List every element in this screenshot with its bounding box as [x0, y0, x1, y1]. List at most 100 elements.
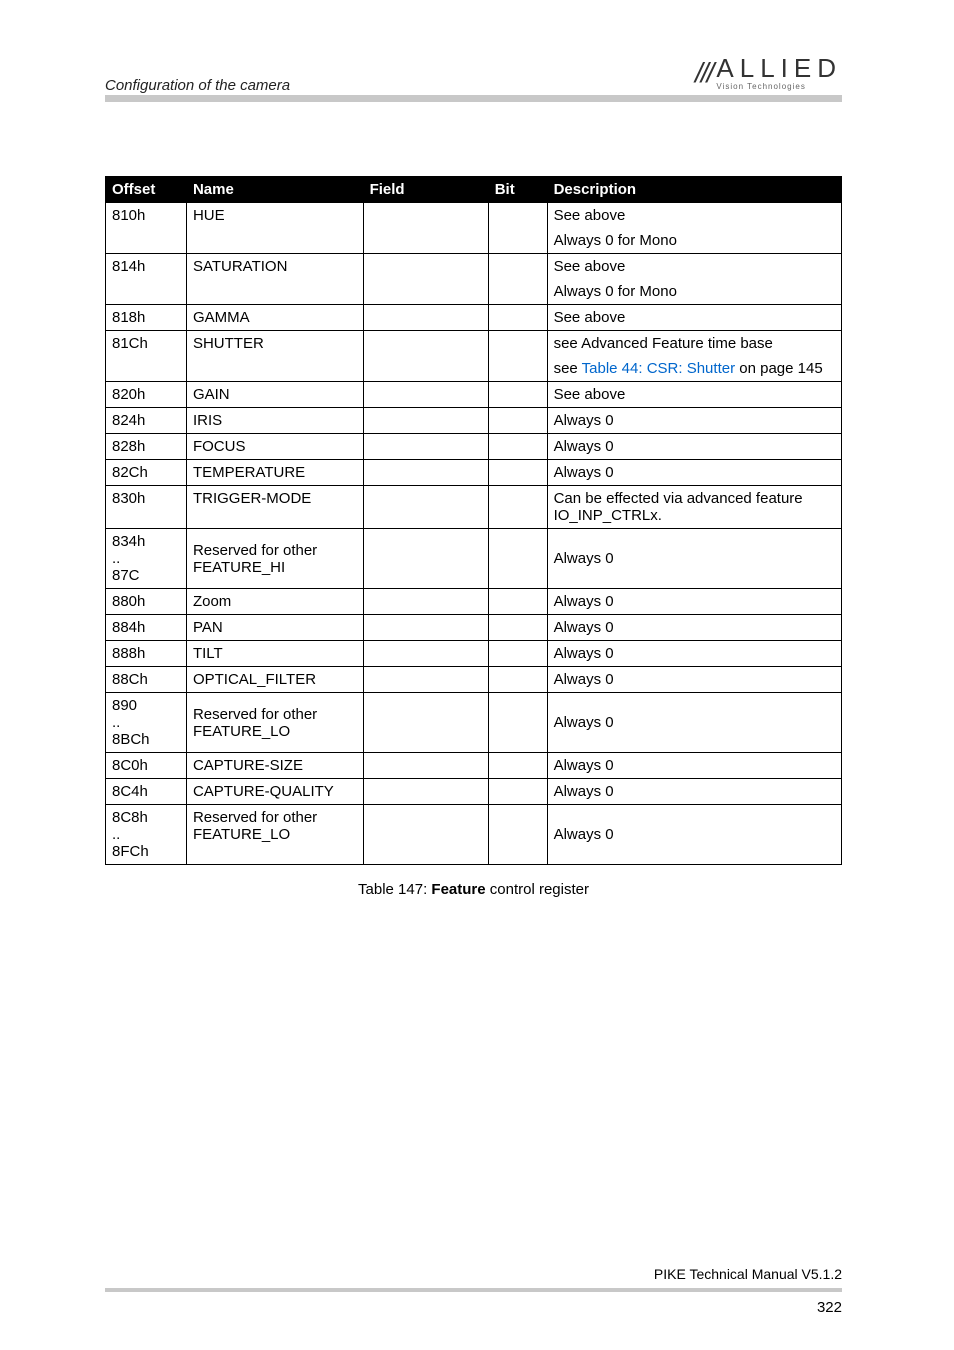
cell-offset	[106, 356, 187, 382]
th-bit: Bit	[488, 177, 547, 203]
table-row: 888hTILTAlways 0	[106, 641, 842, 667]
cell-field	[363, 641, 488, 667]
table-row: 8C0hCAPTURE-SIZEAlways 0	[106, 753, 842, 779]
table-row: 82ChTEMPERATUREAlways 0	[106, 460, 842, 486]
brand-logo: /// ALLIED Vision Technologies	[695, 55, 842, 91]
cell-field	[363, 615, 488, 641]
cell-bit	[488, 408, 547, 434]
cell-desc: See above	[547, 203, 841, 229]
table-row: 814hSATURATIONSee above	[106, 254, 842, 280]
cell-field	[363, 667, 488, 693]
feature-table: Offset Name Field Bit Description 810hHU…	[105, 176, 842, 865]
table-row: Always 0 for Mono	[106, 228, 842, 254]
th-description: Description	[547, 177, 841, 203]
cell-bit	[488, 382, 547, 408]
cell-name: CAPTURE-SIZE	[186, 753, 363, 779]
cell-bit	[488, 486, 547, 529]
cell-offset	[106, 279, 187, 305]
cell-desc: Always 0 for Mono	[547, 228, 841, 254]
cell-name: PAN	[186, 615, 363, 641]
th-name: Name	[186, 177, 363, 203]
cell-desc: Always 0	[547, 779, 841, 805]
cell-offset: 81Ch	[106, 331, 187, 357]
cell-field	[363, 305, 488, 331]
cell-bit	[488, 254, 547, 280]
cell-name: Reserved for other FEATURE_LO	[186, 693, 363, 753]
cross-ref-link[interactable]: Table 44: CSR: Shutter	[582, 360, 735, 377]
cell-name: FOCUS	[186, 434, 363, 460]
cell-desc: Always 0	[547, 693, 841, 753]
cell-desc: Always 0	[547, 434, 841, 460]
cell-field	[363, 408, 488, 434]
cell-bit	[488, 615, 547, 641]
cell-bit	[488, 667, 547, 693]
table-row: 834h..87CReserved for other FEATURE_HIAl…	[106, 529, 842, 589]
cell-offset: 828h	[106, 434, 187, 460]
cell-desc: see Advanced Feature time base	[547, 331, 841, 357]
cell-offset: 88Ch	[106, 667, 187, 693]
cell-name: SHUTTER	[186, 331, 363, 357]
cell-offset: 824h	[106, 408, 187, 434]
cell-desc: Always 0	[547, 667, 841, 693]
cell-bit	[488, 805, 547, 865]
cell-field	[363, 434, 488, 460]
th-offset: Offset	[106, 177, 187, 203]
cell-offset: 888h	[106, 641, 187, 667]
cell-offset: 8C0h	[106, 753, 187, 779]
footer-doc: PIKE Technical Manual V5.1.2	[654, 1266, 842, 1282]
cell-field	[363, 228, 488, 254]
th-field: Field	[363, 177, 488, 203]
cell-name: GAMMA	[186, 305, 363, 331]
cell-name: Reserved for other FEATURE_HI	[186, 529, 363, 589]
cell-bit	[488, 434, 547, 460]
table-row: 8C4hCAPTURE-QUALITYAlways 0	[106, 779, 842, 805]
cell-bit	[488, 305, 547, 331]
cell-name: IRIS	[186, 408, 363, 434]
table-row: 81ChSHUTTER see Advanced Feature time bas…	[106, 331, 842, 357]
cell-desc: Always 0	[547, 529, 841, 589]
table-caption: Table 147: Feature control register	[105, 881, 842, 898]
cell-field	[363, 331, 488, 357]
cell-name: Reserved for other FEATURE_LO	[186, 805, 363, 865]
cell-name: HUE	[186, 203, 363, 229]
cell-field	[363, 753, 488, 779]
caption-bold: Feature	[431, 881, 485, 898]
table-row: 830hTRIGGER-MODECan be effected via adva…	[106, 486, 842, 529]
cell-offset: 814h	[106, 254, 187, 280]
cell-field	[363, 529, 488, 589]
cell-field	[363, 486, 488, 529]
cell-name: SATURATION	[186, 254, 363, 280]
cell-offset: 818h	[106, 305, 187, 331]
cell-offset: 8C8h..8FCh	[106, 805, 187, 865]
cell-desc: Always 0	[547, 589, 841, 615]
table-row: 8C8h..8FChReserved for other FEATURE_LO A…	[106, 805, 842, 865]
cell-field	[363, 460, 488, 486]
cell-offset: 890..8BCh	[106, 693, 187, 753]
cell-offset: 820h	[106, 382, 187, 408]
main-content: Offset Name Field Bit Description 810hHU…	[105, 176, 842, 898]
table-row: 820hGAINSee above	[106, 382, 842, 408]
cell-offset	[106, 228, 187, 254]
cell-name: TEMPERATURE	[186, 460, 363, 486]
table-row: 818hGAMMASee above	[106, 305, 842, 331]
cell-offset: 830h	[106, 486, 187, 529]
cell-field	[363, 382, 488, 408]
logo-main-text: ALLIED	[716, 55, 842, 81]
caption-post: control register	[486, 881, 589, 898]
logo-sub-text: Vision Technologies	[716, 83, 842, 91]
cell-desc: Always 0	[547, 641, 841, 667]
footer-divider	[105, 1288, 842, 1292]
cell-field	[363, 203, 488, 229]
cell-name	[186, 228, 363, 254]
cell-desc: Always 0	[547, 615, 841, 641]
cell-name: TRIGGER-MODE	[186, 486, 363, 529]
cell-bit	[488, 753, 547, 779]
cell-field	[363, 589, 488, 615]
cell-field	[363, 356, 488, 382]
cell-bit	[488, 279, 547, 305]
cell-field	[363, 805, 488, 865]
logo-slashes-icon: ///	[695, 57, 712, 89]
cell-desc: Always 0	[547, 805, 841, 865]
cell-desc: Always 0 for Mono	[547, 279, 841, 305]
cell-bit	[488, 693, 547, 753]
